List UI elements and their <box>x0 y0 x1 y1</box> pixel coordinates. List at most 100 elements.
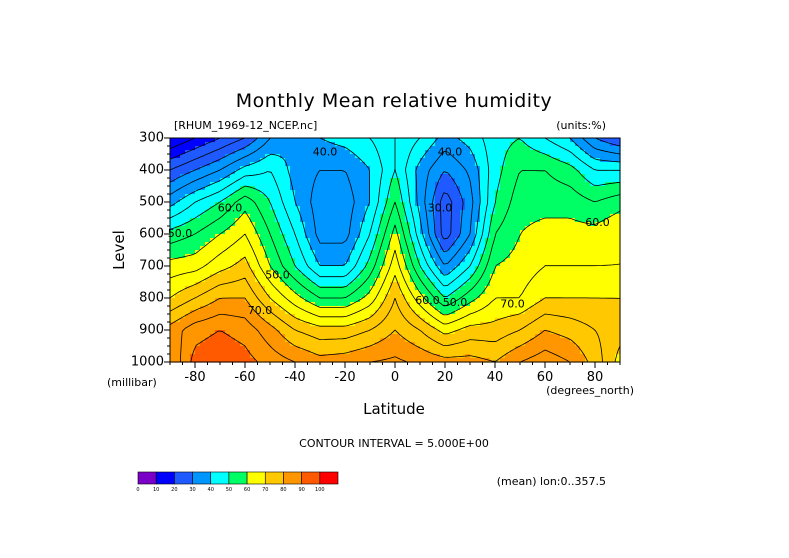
field-cell <box>265 254 271 259</box>
field-cell <box>555 322 561 327</box>
field-cell <box>210 314 216 319</box>
field-cell <box>210 226 216 231</box>
field-cell <box>205 298 211 303</box>
field-cell <box>400 350 406 355</box>
field-cell <box>180 242 186 247</box>
field-cell <box>520 254 526 259</box>
field-cell <box>565 278 571 283</box>
field-cell <box>280 278 286 283</box>
field-cell <box>535 150 541 155</box>
field-cell <box>425 322 431 327</box>
field-cell <box>245 318 251 323</box>
field-cell <box>465 282 471 287</box>
field-cell <box>250 230 256 235</box>
field-cell <box>250 278 256 283</box>
field-cell <box>545 214 551 219</box>
field-cell <box>245 314 251 319</box>
field-cell <box>285 238 291 243</box>
field-cell <box>265 158 271 163</box>
field-cell <box>260 150 266 155</box>
field-cell <box>600 358 606 363</box>
field-cell <box>375 322 381 327</box>
field-cell <box>590 290 596 295</box>
field-cell <box>240 230 246 235</box>
field-cell <box>225 338 231 343</box>
field-cell <box>500 302 506 307</box>
field-cell <box>360 254 366 259</box>
field-cell <box>440 254 446 259</box>
field-cell <box>415 326 421 331</box>
field-cell <box>470 150 476 155</box>
field-cell <box>425 238 431 243</box>
field-cell <box>240 350 246 355</box>
field-cell <box>315 350 321 355</box>
field-cell <box>500 334 506 339</box>
field-cell <box>380 194 386 199</box>
field-cell <box>535 174 541 179</box>
field-cell <box>210 322 216 327</box>
field-cell <box>455 154 461 159</box>
field-cell <box>565 254 571 259</box>
field-cell <box>325 282 331 287</box>
field-cell <box>510 222 516 227</box>
field-cell <box>405 218 411 223</box>
field-cell <box>435 186 441 191</box>
field-cell <box>435 254 441 259</box>
field-cell <box>350 262 356 267</box>
field-cell <box>265 334 271 339</box>
field-cell <box>545 358 551 363</box>
field-cell <box>295 250 301 255</box>
field-cell <box>260 274 266 279</box>
field-cell <box>450 302 456 307</box>
field-cell <box>575 190 581 195</box>
field-cell <box>195 282 201 287</box>
field-cell <box>305 166 311 171</box>
field-cell <box>250 142 256 147</box>
field-cell <box>355 306 361 311</box>
field-cell <box>455 198 461 203</box>
field-cell <box>520 294 526 299</box>
field-cell <box>515 294 521 299</box>
field-cell <box>335 302 341 307</box>
field-cell <box>575 174 581 179</box>
field-cell <box>305 226 311 231</box>
field-cell <box>470 174 476 179</box>
field-cell <box>305 262 311 267</box>
field-cell <box>470 166 476 171</box>
field-cell <box>490 330 496 335</box>
field-cell <box>590 218 596 223</box>
field-cell <box>235 210 241 215</box>
field-cell <box>245 302 251 307</box>
field-cell <box>235 174 241 179</box>
field-cell <box>610 226 616 231</box>
field-cell <box>395 254 401 259</box>
field-cell <box>565 138 571 143</box>
field-cell <box>560 226 566 231</box>
field-cell <box>435 166 441 171</box>
field-cell <box>535 190 541 195</box>
field-cell <box>450 250 456 255</box>
field-cell <box>585 238 591 243</box>
field-cell <box>255 182 261 187</box>
field-cell <box>190 354 196 359</box>
field-cell <box>365 302 371 307</box>
field-cell <box>395 150 401 155</box>
field-cell <box>560 258 566 263</box>
field-cell <box>605 266 611 271</box>
field-cell <box>500 234 506 239</box>
field-cell <box>595 270 601 275</box>
field-cell <box>510 206 516 211</box>
field-cell <box>515 146 521 151</box>
field-cell <box>260 226 266 231</box>
field-cell <box>395 346 401 351</box>
field-cell <box>240 246 246 251</box>
field-cell <box>375 242 381 247</box>
field-cell <box>385 282 391 287</box>
field-cell <box>400 294 406 299</box>
field-cell <box>490 266 496 271</box>
field-cell <box>345 318 351 323</box>
field-cell <box>545 314 551 319</box>
field-cell <box>450 314 456 319</box>
field-cell <box>220 302 226 307</box>
field-cell <box>215 290 221 295</box>
